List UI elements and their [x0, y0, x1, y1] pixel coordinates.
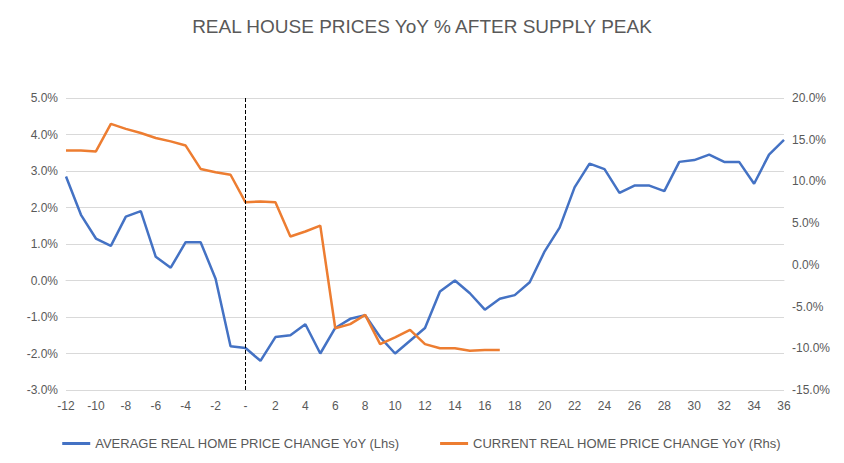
svg-text:8: 8 — [362, 399, 369, 413]
svg-text:CURRENT REAL HOME PRICE CHANGE: CURRENT REAL HOME PRICE CHANGE YoY (Rhs) — [473, 436, 780, 451]
svg-text:-8: -8 — [120, 399, 131, 413]
svg-text:15.0%: 15.0% — [792, 133, 826, 147]
svg-text:0.0%: 0.0% — [792, 258, 820, 272]
svg-text:32: 32 — [717, 399, 731, 413]
svg-text:-5.0%: -5.0% — [792, 300, 824, 314]
svg-text:-3.0%: -3.0% — [27, 383, 59, 397]
svg-text:-: - — [244, 399, 248, 413]
svg-text:6: 6 — [332, 399, 339, 413]
svg-text:16: 16 — [478, 399, 492, 413]
svg-text:REAL HOUSE PRICES YoY % AFTER: REAL HOUSE PRICES YoY % AFTER SUPPLY PEA… — [192, 16, 652, 37]
svg-text:34: 34 — [747, 399, 761, 413]
svg-text:AVERAGE REAL HOME PRICE CHANGE: AVERAGE REAL HOME PRICE CHANGE YoY (Lhs) — [95, 436, 399, 451]
svg-text:20: 20 — [538, 399, 552, 413]
svg-text:30: 30 — [688, 399, 702, 413]
svg-text:22: 22 — [568, 399, 582, 413]
svg-text:2.0%: 2.0% — [31, 201, 59, 215]
svg-text:2: 2 — [272, 399, 279, 413]
svg-text:10: 10 — [388, 399, 402, 413]
svg-text:-4: -4 — [180, 399, 191, 413]
svg-text:-1.0%: -1.0% — [27, 310, 59, 324]
svg-text:3.0%: 3.0% — [31, 164, 59, 178]
svg-text:5.0%: 5.0% — [792, 216, 820, 230]
svg-text:4: 4 — [302, 399, 309, 413]
svg-text:4.0%: 4.0% — [31, 128, 59, 142]
svg-text:-2: -2 — [210, 399, 221, 413]
svg-text:0.0%: 0.0% — [31, 274, 59, 288]
svg-text:36: 36 — [777, 399, 791, 413]
svg-text:5.0%: 5.0% — [31, 91, 59, 105]
svg-text:-15.0%: -15.0% — [792, 383, 830, 397]
svg-text:10.0%: 10.0% — [792, 174, 826, 188]
svg-text:-6: -6 — [150, 399, 161, 413]
svg-text:-10: -10 — [87, 399, 105, 413]
svg-text:12: 12 — [418, 399, 432, 413]
svg-text:14: 14 — [448, 399, 462, 413]
svg-text:-12: -12 — [57, 399, 75, 413]
svg-text:26: 26 — [628, 399, 642, 413]
svg-text:28: 28 — [658, 399, 672, 413]
svg-text:-2.0%: -2.0% — [27, 347, 59, 361]
svg-text:18: 18 — [508, 399, 522, 413]
svg-text:24: 24 — [598, 399, 612, 413]
svg-text:-10.0%: -10.0% — [792, 341, 830, 355]
svg-text:1.0%: 1.0% — [31, 237, 59, 251]
svg-text:20.0%: 20.0% — [792, 91, 826, 105]
